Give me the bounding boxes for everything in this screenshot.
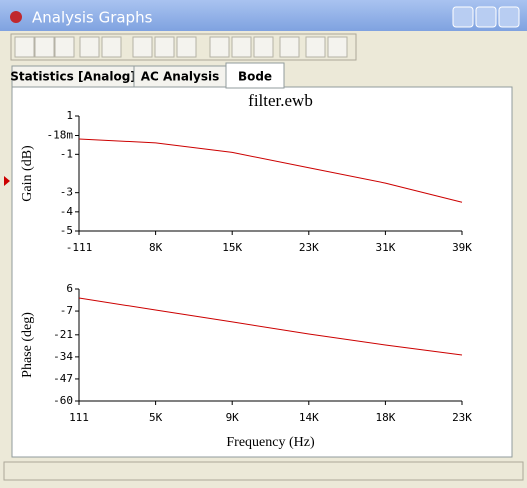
app-icon bbox=[10, 11, 22, 23]
y-tick-label: 1 bbox=[66, 109, 73, 122]
chart-title: filter.ewb bbox=[248, 91, 313, 110]
y-tick-label: -1 bbox=[60, 147, 73, 160]
x-tick-label: -111 bbox=[66, 241, 93, 254]
x-tick-label: 9K bbox=[226, 411, 240, 424]
toolbar-button[interactable] bbox=[79, 36, 100, 58]
status-bar bbox=[3, 461, 524, 481]
tab[interactable] bbox=[225, 62, 285, 89]
tab-label: Bode bbox=[238, 70, 272, 84]
x-tick-label: 23K bbox=[299, 241, 319, 254]
y-tick-label: 6 bbox=[66, 282, 73, 295]
toolbar-button[interactable] bbox=[253, 36, 274, 58]
y-axis-label: Gain (dB) bbox=[20, 145, 35, 202]
tab-strip: Statistics [Analog] AC Analysis Bode bbox=[10, 62, 285, 89]
plots: filter.ewb 1 -18m -1 -3 -4 -5 -111 8K 15K 23K 31K 39… bbox=[20, 91, 472, 450]
y-tick-label: -60 bbox=[53, 394, 73, 407]
maximize-button[interactable] bbox=[475, 6, 497, 28]
x-axis-label: Frequency (Hz) bbox=[226, 435, 315, 450]
x-tick-label: 5K bbox=[149, 411, 163, 424]
y-tick-label: -21 bbox=[53, 328, 73, 341]
title-bar bbox=[0, 0, 527, 31]
tab-label: Statistics [Analog] bbox=[10, 70, 136, 84]
x-tick-label: 14K bbox=[299, 411, 319, 424]
toolbar-button[interactable] bbox=[279, 36, 300, 58]
x-tick-label: 111 bbox=[69, 411, 89, 424]
toolbar bbox=[10, 33, 357, 61]
toolbar-button[interactable] bbox=[209, 36, 230, 58]
toolbar-button[interactable] bbox=[305, 36, 326, 58]
toolbar-button[interactable] bbox=[54, 36, 75, 58]
toolbar-button[interactable] bbox=[154, 36, 175, 58]
minimize-button[interactable] bbox=[452, 6, 474, 28]
tab-panel bbox=[11, 86, 513, 458]
x-tick-label: 39K bbox=[452, 241, 472, 254]
toolbar-button[interactable] bbox=[14, 36, 35, 58]
data-line bbox=[78, 297, 463, 356]
x-tick-label: 8K bbox=[149, 241, 163, 254]
toolbar-button[interactable] bbox=[34, 36, 55, 58]
y-tick-label: -18m bbox=[47, 129, 74, 142]
close-button[interactable] bbox=[498, 6, 520, 28]
window-title: Analysis Graphs bbox=[32, 9, 153, 27]
y-axis-label: Phase (deg) bbox=[20, 312, 35, 378]
x-tick-label: 18K bbox=[375, 411, 395, 424]
y-tick-label: -3 bbox=[60, 186, 73, 199]
toolbar-button[interactable] bbox=[101, 36, 122, 58]
toolbar-button[interactable] bbox=[231, 36, 252, 58]
y-tick-label: -34 bbox=[53, 350, 73, 363]
marker bbox=[4, 176, 10, 186]
y-tick-label: -47 bbox=[53, 372, 73, 385]
x-tick-label: 31K bbox=[375, 241, 395, 254]
tab-label: AC Analysis bbox=[141, 70, 220, 84]
data-line bbox=[78, 138, 463, 203]
toolbar-button[interactable] bbox=[176, 36, 197, 58]
y-tick-label: -5 bbox=[60, 224, 73, 237]
x-tick-label: 15K bbox=[222, 241, 242, 254]
y-tick-label: -7 bbox=[60, 304, 73, 317]
x-tick-label: 23K bbox=[452, 411, 472, 424]
toolbar-button[interactable] bbox=[132, 36, 153, 58]
y-tick-label: -4 bbox=[60, 205, 74, 218]
toolbar-button[interactable] bbox=[327, 36, 348, 58]
